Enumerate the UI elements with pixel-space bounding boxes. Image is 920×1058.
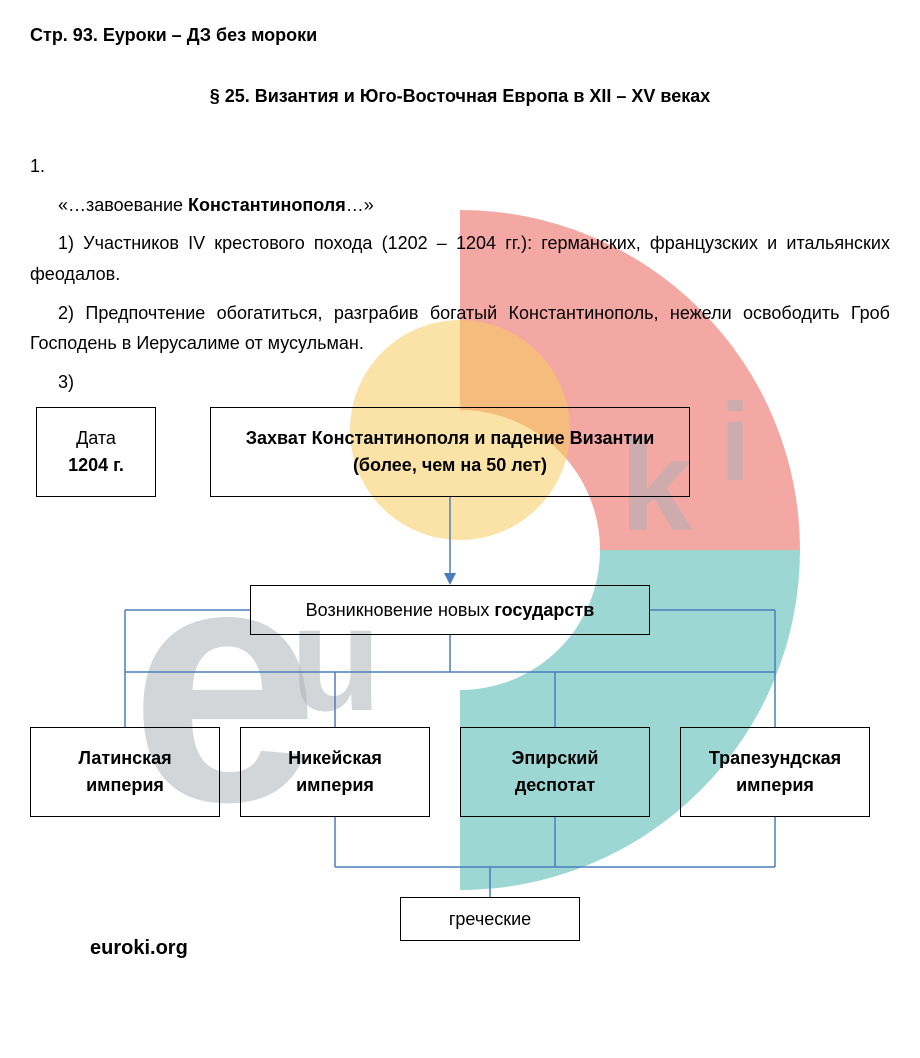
date-value: 1204 г. [68,452,124,479]
quote-line: «…завоевание Константинополя…» [30,190,890,221]
leaf-4: Трапезундская империя [680,727,870,817]
paragraph-1: 1) Участников IV крестового похода (1202… [30,228,890,289]
date-label: Дата [76,425,116,452]
greek-box: греческие [400,897,580,941]
paragraph-2: 2) Предпочтение обогатиться, разграбив б… [30,298,890,359]
item-3-label: 3) [30,367,890,398]
leaf-1: Латинская империя [30,727,220,817]
page-header: Стр. 93. Еуроки – ДЗ без мороки [30,20,890,51]
task-number: 1. [30,151,890,182]
main-box: Захват Константинополя и падение Византи… [210,407,690,497]
quote-bold: Константинополя [188,195,346,215]
leaf-3: Эпирский деспотат [460,727,650,817]
quote-suffix: …» [346,195,374,215]
flowchart: Дата 1204 г. Захват Константинополя и па… [30,407,890,967]
date-box: Дата 1204 г. [36,407,156,497]
sub-box-bold: государств [494,600,594,620]
section-title: § 25. Византия и Юго-Восточная Европа в … [30,81,890,112]
leaf-2: Никейская империя [240,727,430,817]
sub-box: Возникновение новых государств [250,585,650,635]
quote-prefix: «…завоевание [58,195,188,215]
footer-url: euroki.org [90,931,188,965]
sub-box-prefix: Возникновение новых [306,600,495,620]
